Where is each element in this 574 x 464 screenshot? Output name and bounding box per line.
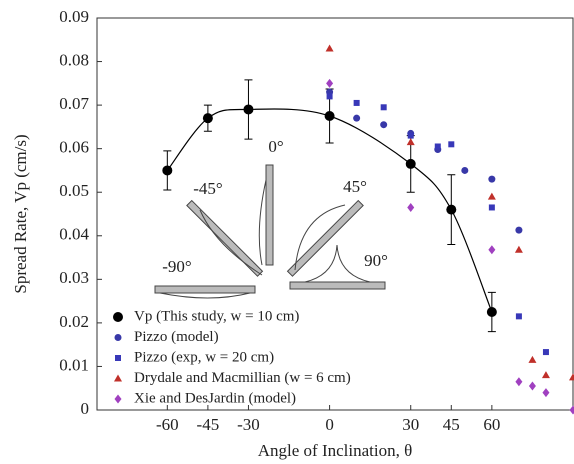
point (326, 93, 333, 100)
y-tick-label: 0.09 (59, 7, 89, 26)
legend-marker (113, 312, 123, 322)
point (488, 245, 496, 255)
point (528, 355, 537, 363)
point (407, 132, 414, 139)
y-tick-label: 0 (81, 399, 90, 418)
point (434, 143, 441, 150)
flow-arc (294, 204, 346, 271)
point (405, 158, 416, 169)
x-axis-label: Angle of Inclination, θ (258, 441, 413, 460)
point (406, 138, 415, 146)
point (542, 388, 550, 398)
x-tick-label: -45 (197, 415, 220, 434)
y-tick-label: 0.02 (59, 312, 89, 331)
x-tick-label: 60 (483, 415, 500, 434)
legend-marker (114, 374, 122, 382)
legend-label: Vp (This study, w = 10 cm) (134, 308, 299, 324)
point (353, 99, 360, 106)
plate-45 (286, 199, 364, 277)
x-tick-label: -60 (156, 415, 179, 434)
angle-label: 90° (364, 251, 388, 270)
y-tick-label: 0.03 (59, 268, 89, 287)
y-axis-label: Spread Rate, Vp (cm/s) (11, 134, 30, 293)
y-tick-label: 0.06 (59, 138, 89, 157)
x-tick-label: 0 (325, 415, 334, 434)
angle-label: 45° (343, 177, 367, 196)
point (487, 192, 496, 200)
angle-label: 0° (268, 137, 283, 156)
legend-marker (114, 394, 122, 404)
x-tick-label: 45 (443, 415, 460, 434)
point (380, 104, 387, 111)
point (162, 165, 173, 176)
inset-diagram: 0° -45° 45° -90° 90° (154, 137, 388, 299)
x-tick-label: -30 (237, 415, 260, 434)
y-tick-label: 0.08 (59, 50, 89, 69)
plate-0 (265, 164, 274, 266)
point (461, 166, 469, 174)
angle-label: -90° (162, 257, 191, 276)
plate-m45 (186, 199, 264, 277)
legend-label: Pizzo (exp, w = 20 cm) (134, 349, 274, 365)
legend-marker (114, 334, 122, 341)
flow-arc (159, 292, 251, 299)
point (380, 121, 388, 129)
point (528, 381, 536, 391)
point (541, 371, 550, 379)
plate-90 (289, 281, 386, 290)
flow-arc (199, 209, 263, 276)
point (446, 204, 457, 215)
point (324, 111, 335, 121)
point (448, 141, 455, 148)
point (488, 204, 495, 211)
point (202, 113, 213, 124)
x-tick-label: 30 (402, 415, 419, 434)
point (488, 175, 496, 183)
plot-frame (96, 17, 574, 411)
point (486, 307, 497, 317)
legend-label: Pizzo (model) (134, 329, 219, 345)
legend-label: Xie and DesJardin (model) (134, 390, 296, 406)
point (353, 114, 361, 122)
point (515, 313, 522, 320)
point (326, 78, 334, 88)
angle-label: -45° (193, 179, 222, 198)
point (569, 405, 574, 415)
y-tick-label: 0.04 (59, 225, 89, 244)
point (514, 245, 523, 253)
flow-arc (304, 244, 371, 283)
flow-arc (258, 179, 267, 266)
y-tick-label: 0.07 (59, 94, 89, 113)
y-tick-label: 0.01 (59, 355, 89, 374)
point (515, 226, 523, 234)
point (407, 202, 415, 212)
y-tick-label: 0.05 (59, 181, 89, 200)
legend-marker (115, 355, 121, 361)
point (243, 104, 254, 115)
point (569, 373, 574, 381)
legend-label: Drydale and Macmillian (w = 6 cm) (134, 370, 351, 386)
plate-m90 (154, 285, 256, 294)
point (325, 44, 334, 52)
point (515, 377, 523, 387)
point (542, 349, 549, 356)
